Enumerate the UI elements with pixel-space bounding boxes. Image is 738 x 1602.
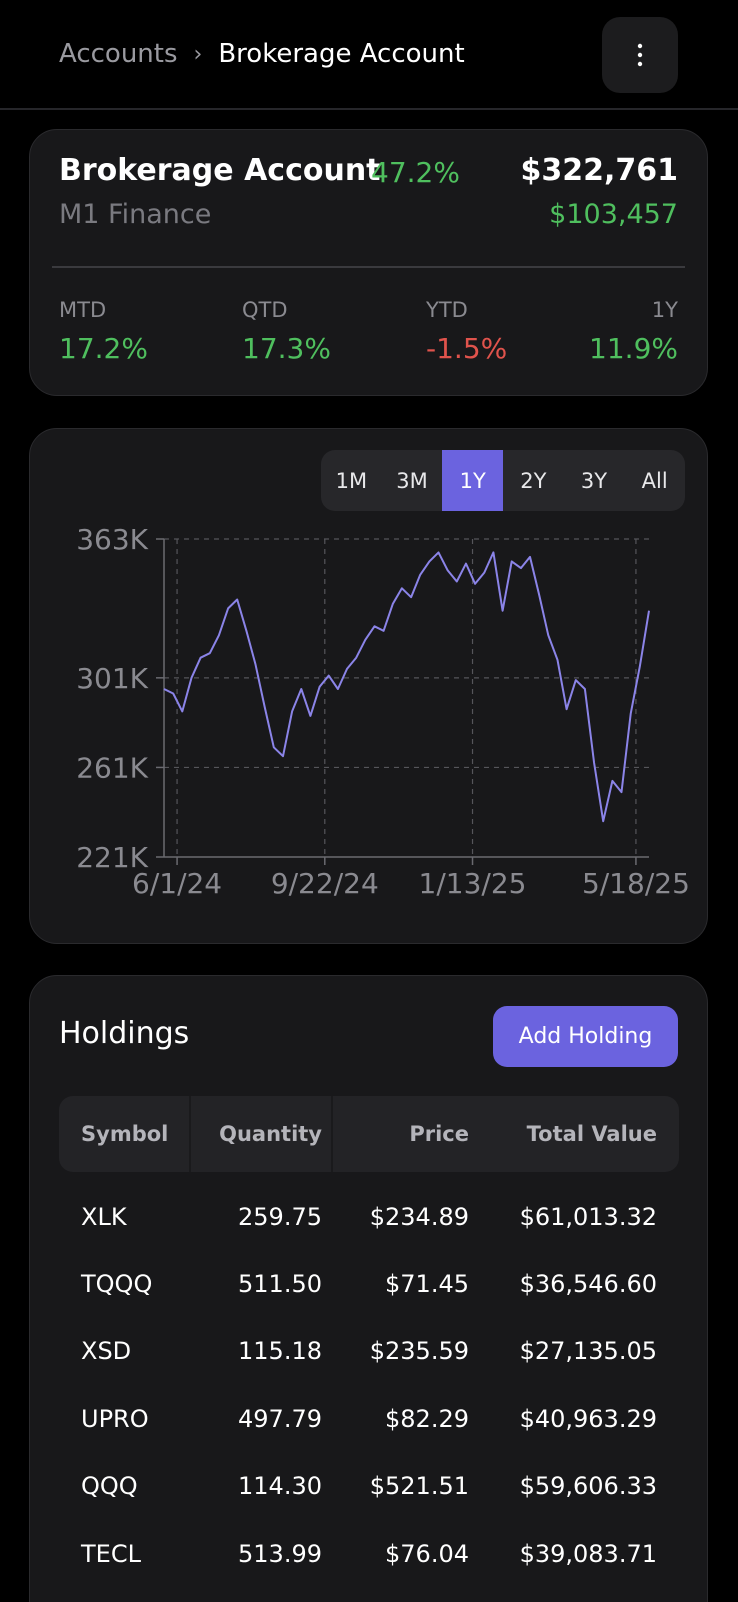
metric-1y: 1Y 11.9% bbox=[589, 298, 678, 365]
y-tick-label: 301K bbox=[76, 662, 148, 695]
column-header-symbol[interactable]: Symbol bbox=[81, 1122, 169, 1146]
metric-qtd: QTD 17.3% bbox=[242, 298, 331, 365]
account-broker: M1 Finance bbox=[59, 199, 212, 230]
metric-value: -1.5% bbox=[426, 332, 508, 365]
cell-symbol: TQQQ bbox=[81, 1270, 153, 1298]
range-tab-1m[interactable]: 1M bbox=[335, 468, 368, 493]
cell-price: $71.45 bbox=[385, 1270, 469, 1298]
account-name: Brokerage Account bbox=[59, 153, 381, 188]
range-tab-3y[interactable]: 3Y bbox=[580, 468, 608, 493]
cell-price: $235.59 bbox=[369, 1337, 469, 1365]
cell-quantity: 497.79 bbox=[238, 1405, 322, 1433]
account-summary-card: Brokerage Account 47.2% $322,761 M1 Fina… bbox=[29, 129, 708, 396]
account-gain: $103,457 bbox=[549, 199, 678, 230]
holdings-table-header: Symbol Quantity Price Total Value bbox=[59, 1096, 679, 1172]
table-row[interactable]: XSD 115.18 $235.59 $27,135.05 bbox=[59, 1317, 679, 1385]
column-header-quantity[interactable]: Quantity bbox=[219, 1122, 322, 1146]
cell-price: $234.89 bbox=[369, 1203, 469, 1231]
x-tick-label: 1/13/25 bbox=[419, 867, 527, 900]
cell-total-value: $40,963.29 bbox=[519, 1405, 657, 1433]
cell-quantity: 115.18 bbox=[238, 1337, 322, 1365]
metric-mtd: MTD 17.2% bbox=[59, 298, 148, 365]
chevron-right-icon: › bbox=[193, 41, 203, 67]
divider bbox=[52, 266, 685, 268]
more-menu-button[interactable] bbox=[602, 17, 678, 93]
table-row[interactable]: XLK 259.75 $234.89 $61,013.32 bbox=[59, 1183, 679, 1251]
x-tick-label: 9/22/24 bbox=[271, 867, 379, 900]
table-row[interactable]: TQQQ 511.50 $71.45 $36,546.60 bbox=[59, 1250, 679, 1318]
cell-total-value: $59,606.33 bbox=[519, 1472, 657, 1500]
column-divider bbox=[189, 1096, 191, 1172]
y-tick-label: 363K bbox=[76, 523, 148, 556]
metric-label: YTD bbox=[426, 298, 468, 322]
x-tick-label: 6/1/24 bbox=[132, 867, 222, 900]
table-row[interactable]: QQQ 114.30 $521.51 $59,606.33 bbox=[59, 1452, 679, 1520]
top-bar: Accounts › Brokerage Account bbox=[0, 0, 738, 110]
column-header-total-value[interactable]: Total Value bbox=[526, 1122, 657, 1146]
breadcrumb: Accounts › Brokerage Account bbox=[59, 36, 465, 72]
column-divider bbox=[331, 1096, 333, 1172]
y-tick-label: 261K bbox=[76, 751, 148, 784]
cell-total-value: $27,135.05 bbox=[519, 1337, 657, 1365]
more-vertical-icon bbox=[637, 43, 643, 67]
account-return-pct: 47.2% bbox=[371, 156, 460, 189]
cell-quantity: 259.75 bbox=[238, 1203, 322, 1231]
holdings-card: Holdings Add Holding Symbol Quantity Pri… bbox=[29, 975, 708, 1602]
metric-value: 11.9% bbox=[589, 332, 678, 365]
cell-symbol: XSD bbox=[81, 1337, 132, 1365]
cell-price: $76.04 bbox=[385, 1540, 469, 1568]
cell-quantity: 513.99 bbox=[238, 1540, 322, 1568]
metric-ytd: YTD -1.5% bbox=[426, 298, 507, 365]
breadcrumb-current: Brokerage Account bbox=[218, 39, 465, 69]
account-total-value: $322,761 bbox=[520, 153, 678, 188]
cell-total-value: $39,083.71 bbox=[519, 1540, 657, 1568]
table-row[interactable]: UPRO 497.79 $82.29 $40,963.29 bbox=[59, 1385, 679, 1453]
column-header-price[interactable]: Price bbox=[409, 1122, 469, 1146]
cell-price: $82.29 bbox=[385, 1405, 469, 1433]
range-tab-2y[interactable]: 2Y bbox=[520, 468, 547, 493]
breadcrumb-accounts-link[interactable]: Accounts bbox=[59, 39, 178, 69]
holdings-title: Holdings bbox=[59, 1016, 190, 1051]
add-holding-button[interactable]: Add Holding bbox=[493, 1006, 678, 1067]
cell-symbol: QQQ bbox=[81, 1472, 138, 1500]
cell-price: $521.51 bbox=[369, 1472, 469, 1500]
metric-value: 17.2% bbox=[59, 332, 148, 365]
metric-label: MTD bbox=[59, 298, 107, 322]
cell-total-value: $61,013.32 bbox=[519, 1203, 657, 1231]
metric-label: 1Y bbox=[651, 298, 678, 322]
range-tab-all[interactable]: All bbox=[641, 468, 668, 493]
range-tab-1y[interactable]: 1Y bbox=[442, 450, 504, 511]
cell-total-value: $36,546.60 bbox=[519, 1270, 657, 1298]
y-tick-label: 221K bbox=[76, 841, 148, 874]
cell-symbol: XLK bbox=[81, 1203, 127, 1231]
cell-symbol: UPRO bbox=[81, 1405, 149, 1433]
series-line bbox=[163, 551, 650, 823]
cell-symbol: TECL bbox=[81, 1540, 141, 1568]
cell-quantity: 114.30 bbox=[238, 1472, 322, 1500]
range-tab-3m[interactable]: 3M bbox=[396, 468, 428, 493]
table-row[interactable]: TECL 513.99 $76.04 $39,083.71 bbox=[59, 1520, 679, 1588]
metric-value: 17.3% bbox=[242, 332, 331, 365]
range-selector: 1M 3M 1Y 2Y 3Y All bbox=[321, 450, 685, 511]
x-tick-label: 5/18/25 bbox=[582, 867, 690, 900]
metric-label: QTD bbox=[242, 298, 288, 322]
cell-quantity: 511.50 bbox=[238, 1270, 322, 1298]
performance-chart-card: 1M 3M 1Y 2Y 3Y All 363K 301K 261K 221K 6/1/2… bbox=[29, 428, 708, 944]
